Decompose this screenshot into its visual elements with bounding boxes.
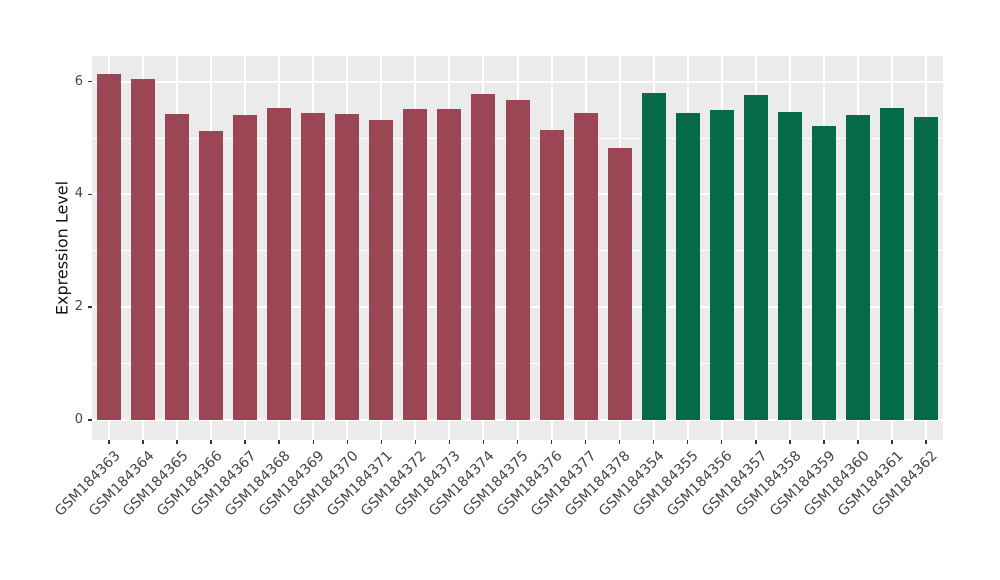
- bar-gsm184356: [709, 110, 734, 420]
- bar-gsm184361: [879, 108, 904, 420]
- x-tick-mark-gsm184354: [652, 440, 655, 444]
- x-tick-mark-gsm184359: [823, 440, 825, 444]
- bar-gsm184372: [403, 109, 428, 420]
- x-tick-mark-gsm184365: [176, 440, 178, 444]
- bar-gsm184369: [301, 112, 326, 420]
- y-tick-mark-4: [88, 193, 92, 196]
- bar-gsm184378: [607, 148, 632, 420]
- bar-gsm184358: [777, 112, 802, 420]
- x-tick-mark-gsm184366: [210, 440, 212, 444]
- bar-gsm184376: [539, 130, 564, 420]
- bar-gsm184363: [97, 74, 122, 420]
- y-tick-label-4: 4: [74, 186, 83, 202]
- plot-panel: [92, 56, 943, 440]
- x-tick-mark-gsm184377: [584, 440, 587, 444]
- y-tick-mark-6: [88, 80, 92, 83]
- x-tick-mark-gsm184372: [414, 440, 417, 444]
- x-tick-mark-gsm184364: [142, 440, 144, 444]
- bar-gsm184360: [845, 115, 870, 420]
- bar-gsm184368: [267, 107, 292, 420]
- x-tick-mark-gsm184356: [720, 440, 723, 444]
- bar-gsm184359: [811, 125, 836, 420]
- x-tick-mark-gsm184376: [550, 440, 553, 444]
- x-tick-mark-gsm184361: [891, 440, 893, 444]
- x-tick-mark-gsm184373: [448, 440, 451, 444]
- bar-gsm184364: [131, 79, 156, 420]
- bar-gsm184354: [641, 93, 666, 420]
- bar-gsm184366: [199, 130, 224, 420]
- y-tick-mark-2: [88, 306, 92, 308]
- x-tick-mark-gsm184355: [686, 440, 689, 444]
- y-tick-label-6: 6: [74, 73, 83, 89]
- x-tick-mark-gsm184371: [380, 440, 383, 444]
- x-tick-mark-gsm184370: [346, 440, 349, 444]
- bar-gsm184374: [471, 94, 496, 420]
- bar-gsm184355: [675, 113, 700, 420]
- bar-gsm184367: [233, 114, 258, 420]
- x-tick-mark-gsm184367: [244, 440, 246, 444]
- x-tick-mark-gsm184374: [482, 440, 485, 444]
- bar-gsm184371: [369, 119, 394, 420]
- bar-gsm184377: [573, 113, 598, 420]
- x-tick-mark-gsm184369: [312, 440, 314, 444]
- y-tick-label-2: 2: [74, 299, 83, 315]
- x-tick-mark-gsm184368: [278, 440, 280, 444]
- bar-gsm184370: [335, 113, 360, 420]
- y-tick-label-0: 0: [74, 412, 83, 427]
- bar-gsm184373: [437, 109, 462, 420]
- x-tick-mark-gsm184360: [857, 440, 859, 444]
- y-tick-mark-0: [88, 419, 92, 421]
- x-tick-mark-gsm184378: [618, 440, 621, 444]
- x-tick-mark-gsm184362: [925, 440, 927, 444]
- x-tick-mark-gsm184358: [789, 440, 791, 444]
- bar-gsm184365: [165, 113, 190, 420]
- x-tick-mark-gsm184375: [516, 440, 519, 444]
- bar-gsm184357: [743, 94, 768, 420]
- bar-gsm184362: [913, 117, 938, 420]
- bar-gsm184375: [505, 100, 530, 420]
- x-tick-mark-gsm184363: [108, 440, 110, 444]
- x-tick-mark-gsm184357: [755, 440, 757, 444]
